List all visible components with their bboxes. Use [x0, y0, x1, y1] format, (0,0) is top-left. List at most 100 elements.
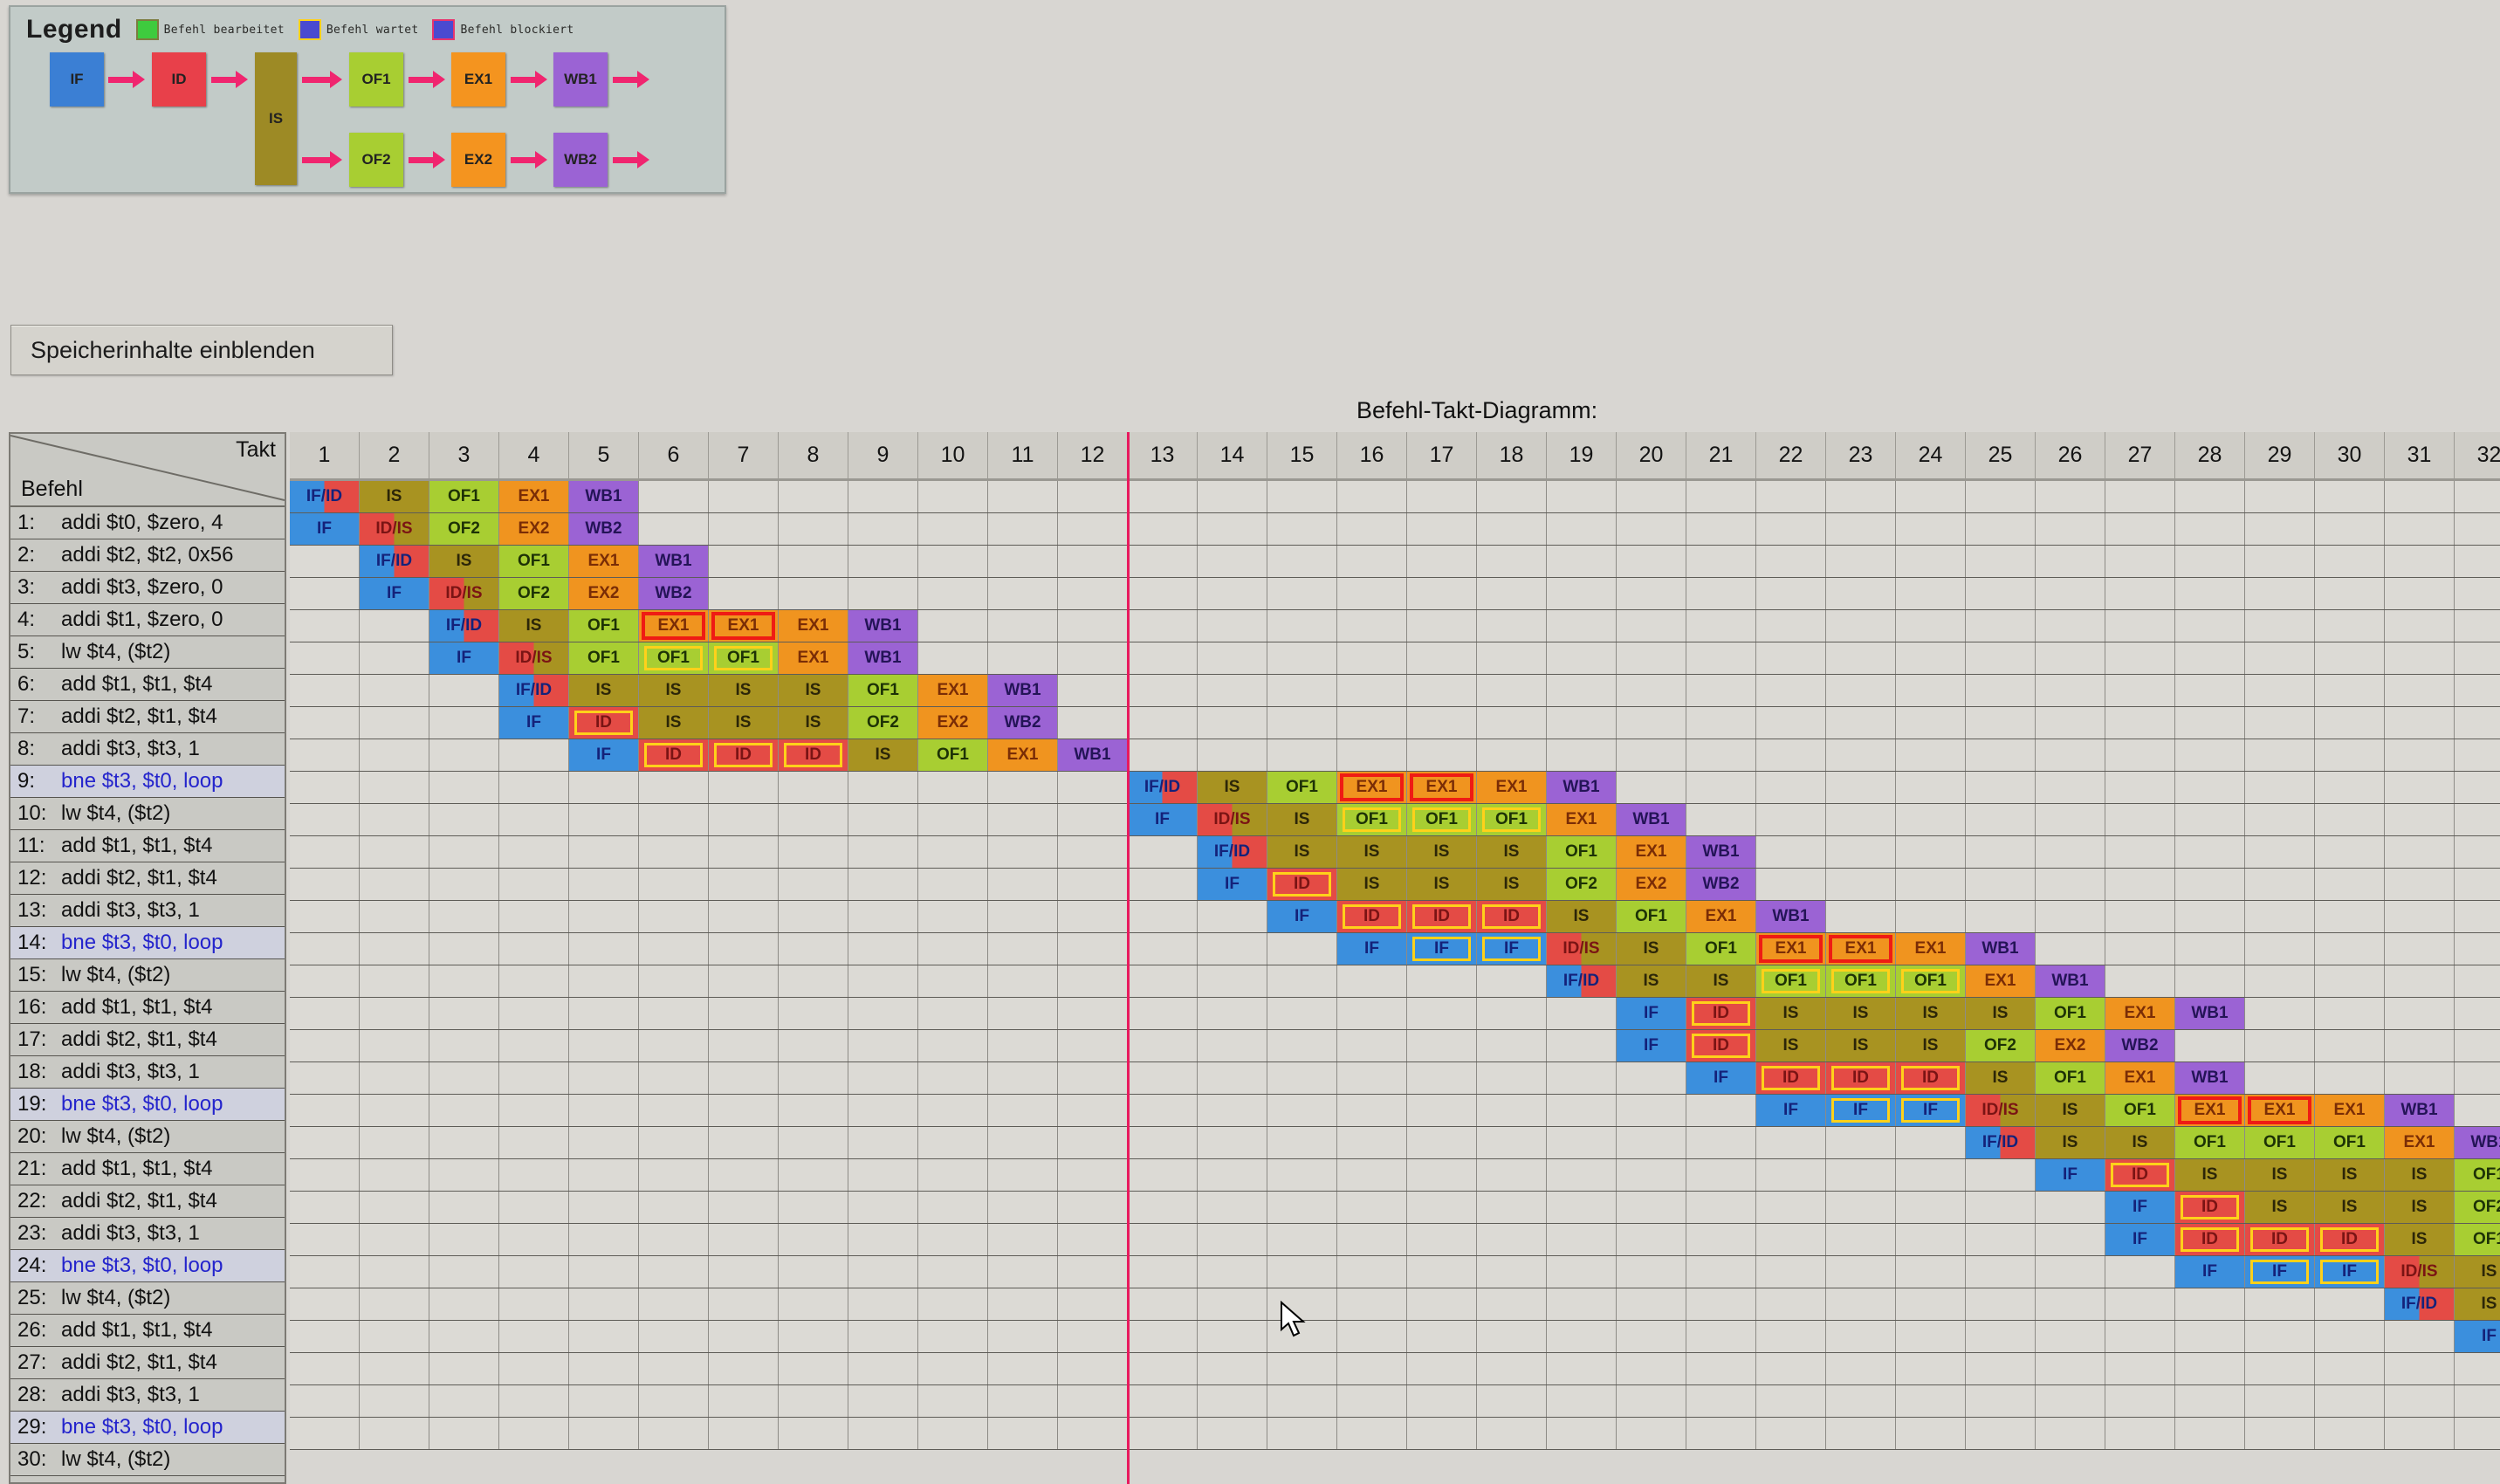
empty-cell[interactable] [2175, 901, 2245, 932]
stage-cell-is[interactable]: IS [2455, 1288, 2500, 1320]
empty-cell[interactable] [2105, 1288, 2175, 1320]
empty-cell[interactable] [1198, 1256, 1267, 1288]
empty-cell[interactable] [1966, 1353, 2036, 1384]
empty-cell[interactable] [1058, 1192, 1128, 1223]
empty-cell[interactable] [988, 1321, 1058, 1352]
instruction-row[interactable]: 15: lw $t4, ($t2) [10, 959, 285, 992]
empty-cell[interactable] [2455, 1418, 2500, 1449]
empty-cell[interactable] [1617, 739, 1686, 771]
stage-cell-if-id[interactable]: IF/ID [429, 610, 499, 642]
show-memory-button[interactable]: Speicherinhalte einblenden [10, 325, 393, 375]
empty-cell[interactable] [639, 869, 709, 900]
empty-cell[interactable] [848, 804, 918, 835]
empty-cell[interactable] [1966, 1224, 2036, 1255]
stage-cell-if-id[interactable]: IF/ID [1198, 836, 1267, 868]
empty-cell[interactable] [639, 1321, 709, 1352]
empty-cell[interactable] [1267, 1353, 1337, 1384]
instruction-row[interactable]: 2: addi $t2, $t2, 0x56 [10, 539, 285, 572]
empty-cell[interactable] [1058, 707, 1128, 739]
empty-cell[interactable] [1267, 578, 1337, 609]
empty-cell[interactable] [918, 933, 988, 965]
empty-cell[interactable] [2455, 513, 2500, 545]
empty-cell[interactable] [1896, 642, 1966, 674]
empty-cell[interactable] [2036, 836, 2105, 868]
empty-cell[interactable] [1756, 1127, 1826, 1158]
stage-cell-is[interactable]: IS [360, 481, 429, 512]
empty-cell[interactable] [1058, 965, 1128, 997]
stage-cell-id-is[interactable]: ID/IS [360, 513, 429, 545]
empty-cell[interactable] [779, 1288, 848, 1320]
empty-cell[interactable] [709, 1256, 779, 1288]
stage-cell-is[interactable]: IS [1686, 965, 1756, 997]
empty-cell[interactable] [499, 772, 569, 803]
stage-cell-ex1[interactable]: EX1 [779, 642, 848, 674]
empty-cell[interactable] [1477, 642, 1547, 674]
empty-cell[interactable] [1686, 642, 1756, 674]
empty-cell[interactable] [1407, 1192, 1477, 1223]
empty-cell[interactable] [918, 1030, 988, 1061]
empty-cell[interactable] [569, 1385, 639, 1417]
empty-cell[interactable] [1896, 481, 1966, 512]
empty-cell[interactable] [1547, 1321, 1617, 1352]
empty-cell[interactable] [360, 836, 429, 868]
empty-cell[interactable] [639, 1095, 709, 1126]
empty-cell[interactable] [848, 1256, 918, 1288]
stage-cell-is[interactable]: IS [779, 707, 848, 739]
stage-cell-if[interactable]: IF [2455, 1321, 2500, 1352]
stage-cell-of1[interactable]: OF1 [1547, 836, 1617, 868]
empty-cell[interactable] [1896, 1288, 1966, 1320]
empty-cell[interactable] [499, 1095, 569, 1126]
empty-cell[interactable] [360, 933, 429, 965]
stage-cell-id[interactable]: ID [2105, 1159, 2175, 1191]
empty-cell[interactable] [2455, 739, 2500, 771]
stage-cell-of1[interactable]: OF1 [709, 642, 779, 674]
instruction-row[interactable]: 3: addi $t3, $zero, 0 [10, 572, 285, 604]
empty-cell[interactable] [1617, 546, 1686, 577]
empty-cell[interactable] [2036, 772, 2105, 803]
stage-cell-wb1[interactable]: WB1 [2385, 1095, 2455, 1126]
empty-cell[interactable] [360, 1256, 429, 1288]
empty-cell[interactable] [429, 1385, 499, 1417]
empty-cell[interactable] [1198, 1224, 1267, 1255]
empty-cell[interactable] [499, 1385, 569, 1417]
empty-cell[interactable] [1128, 1062, 1198, 1094]
empty-cell[interactable] [709, 772, 779, 803]
empty-cell[interactable] [848, 1127, 918, 1158]
empty-cell[interactable] [2455, 1062, 2500, 1094]
stage-cell-id[interactable]: ID [569, 707, 639, 739]
empty-cell[interactable] [290, 1418, 360, 1449]
empty-cell[interactable] [1826, 1159, 1896, 1191]
empty-cell[interactable] [1686, 804, 1756, 835]
empty-cell[interactable] [1966, 675, 2036, 706]
empty-cell[interactable] [1826, 739, 1896, 771]
empty-cell[interactable] [1966, 610, 2036, 642]
empty-cell[interactable] [1058, 675, 1128, 706]
empty-cell[interactable] [2245, 901, 2315, 932]
empty-cell[interactable] [709, 546, 779, 577]
empty-cell[interactable] [360, 707, 429, 739]
empty-cell[interactable] [2245, 804, 2315, 835]
empty-cell[interactable] [1826, 1418, 1896, 1449]
empty-cell[interactable] [918, 901, 988, 932]
stage-cell-is[interactable]: IS [1617, 965, 1686, 997]
empty-cell[interactable] [639, 481, 709, 512]
stage-cell-wb1[interactable]: WB1 [1547, 772, 1617, 803]
empty-cell[interactable] [779, 1030, 848, 1061]
stage-cell-wb2[interactable]: WB2 [988, 707, 1058, 739]
empty-cell[interactable] [1128, 836, 1198, 868]
empty-cell[interactable] [499, 1353, 569, 1384]
empty-cell[interactable] [988, 1192, 1058, 1223]
empty-cell[interactable] [1686, 1127, 1756, 1158]
stage-cell-is[interactable]: IS [2036, 1127, 2105, 1158]
empty-cell[interactable] [2105, 836, 2175, 868]
stage-cell-if[interactable]: IF [569, 739, 639, 771]
instruction-row[interactable]: 4: addi $t1, $zero, 0 [10, 604, 285, 636]
empty-cell[interactable] [988, 1030, 1058, 1061]
instruction-row[interactable]: 12: addi $t2, $t1, $t4 [10, 862, 285, 895]
empty-cell[interactable] [429, 675, 499, 706]
empty-cell[interactable] [1477, 675, 1547, 706]
stage-cell-id[interactable]: ID [1896, 1062, 1966, 1094]
empty-cell[interactable] [1547, 1224, 1617, 1255]
empty-cell[interactable] [2315, 1418, 2385, 1449]
empty-cell[interactable] [1198, 1030, 1267, 1061]
